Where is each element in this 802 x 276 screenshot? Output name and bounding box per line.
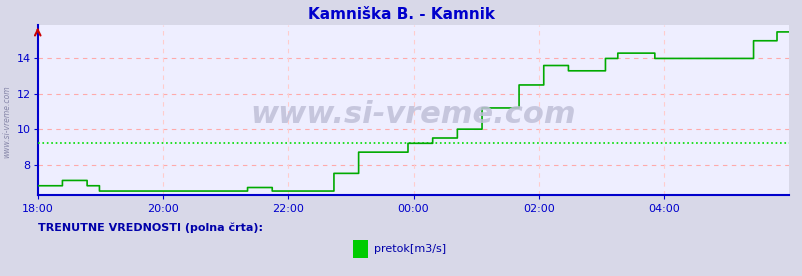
Text: www.si-vreme.com: www.si-vreme.com bbox=[250, 100, 576, 129]
Text: TRENUTNE VREDNOSTI (polna črta):: TRENUTNE VREDNOSTI (polna črta): bbox=[38, 222, 262, 233]
Text: www.si-vreme.com: www.si-vreme.com bbox=[2, 85, 12, 158]
Text: Kamniška B. - Kamnik: Kamniška B. - Kamnik bbox=[308, 7, 494, 22]
Text: pretok[m3/s]: pretok[m3/s] bbox=[374, 244, 446, 254]
